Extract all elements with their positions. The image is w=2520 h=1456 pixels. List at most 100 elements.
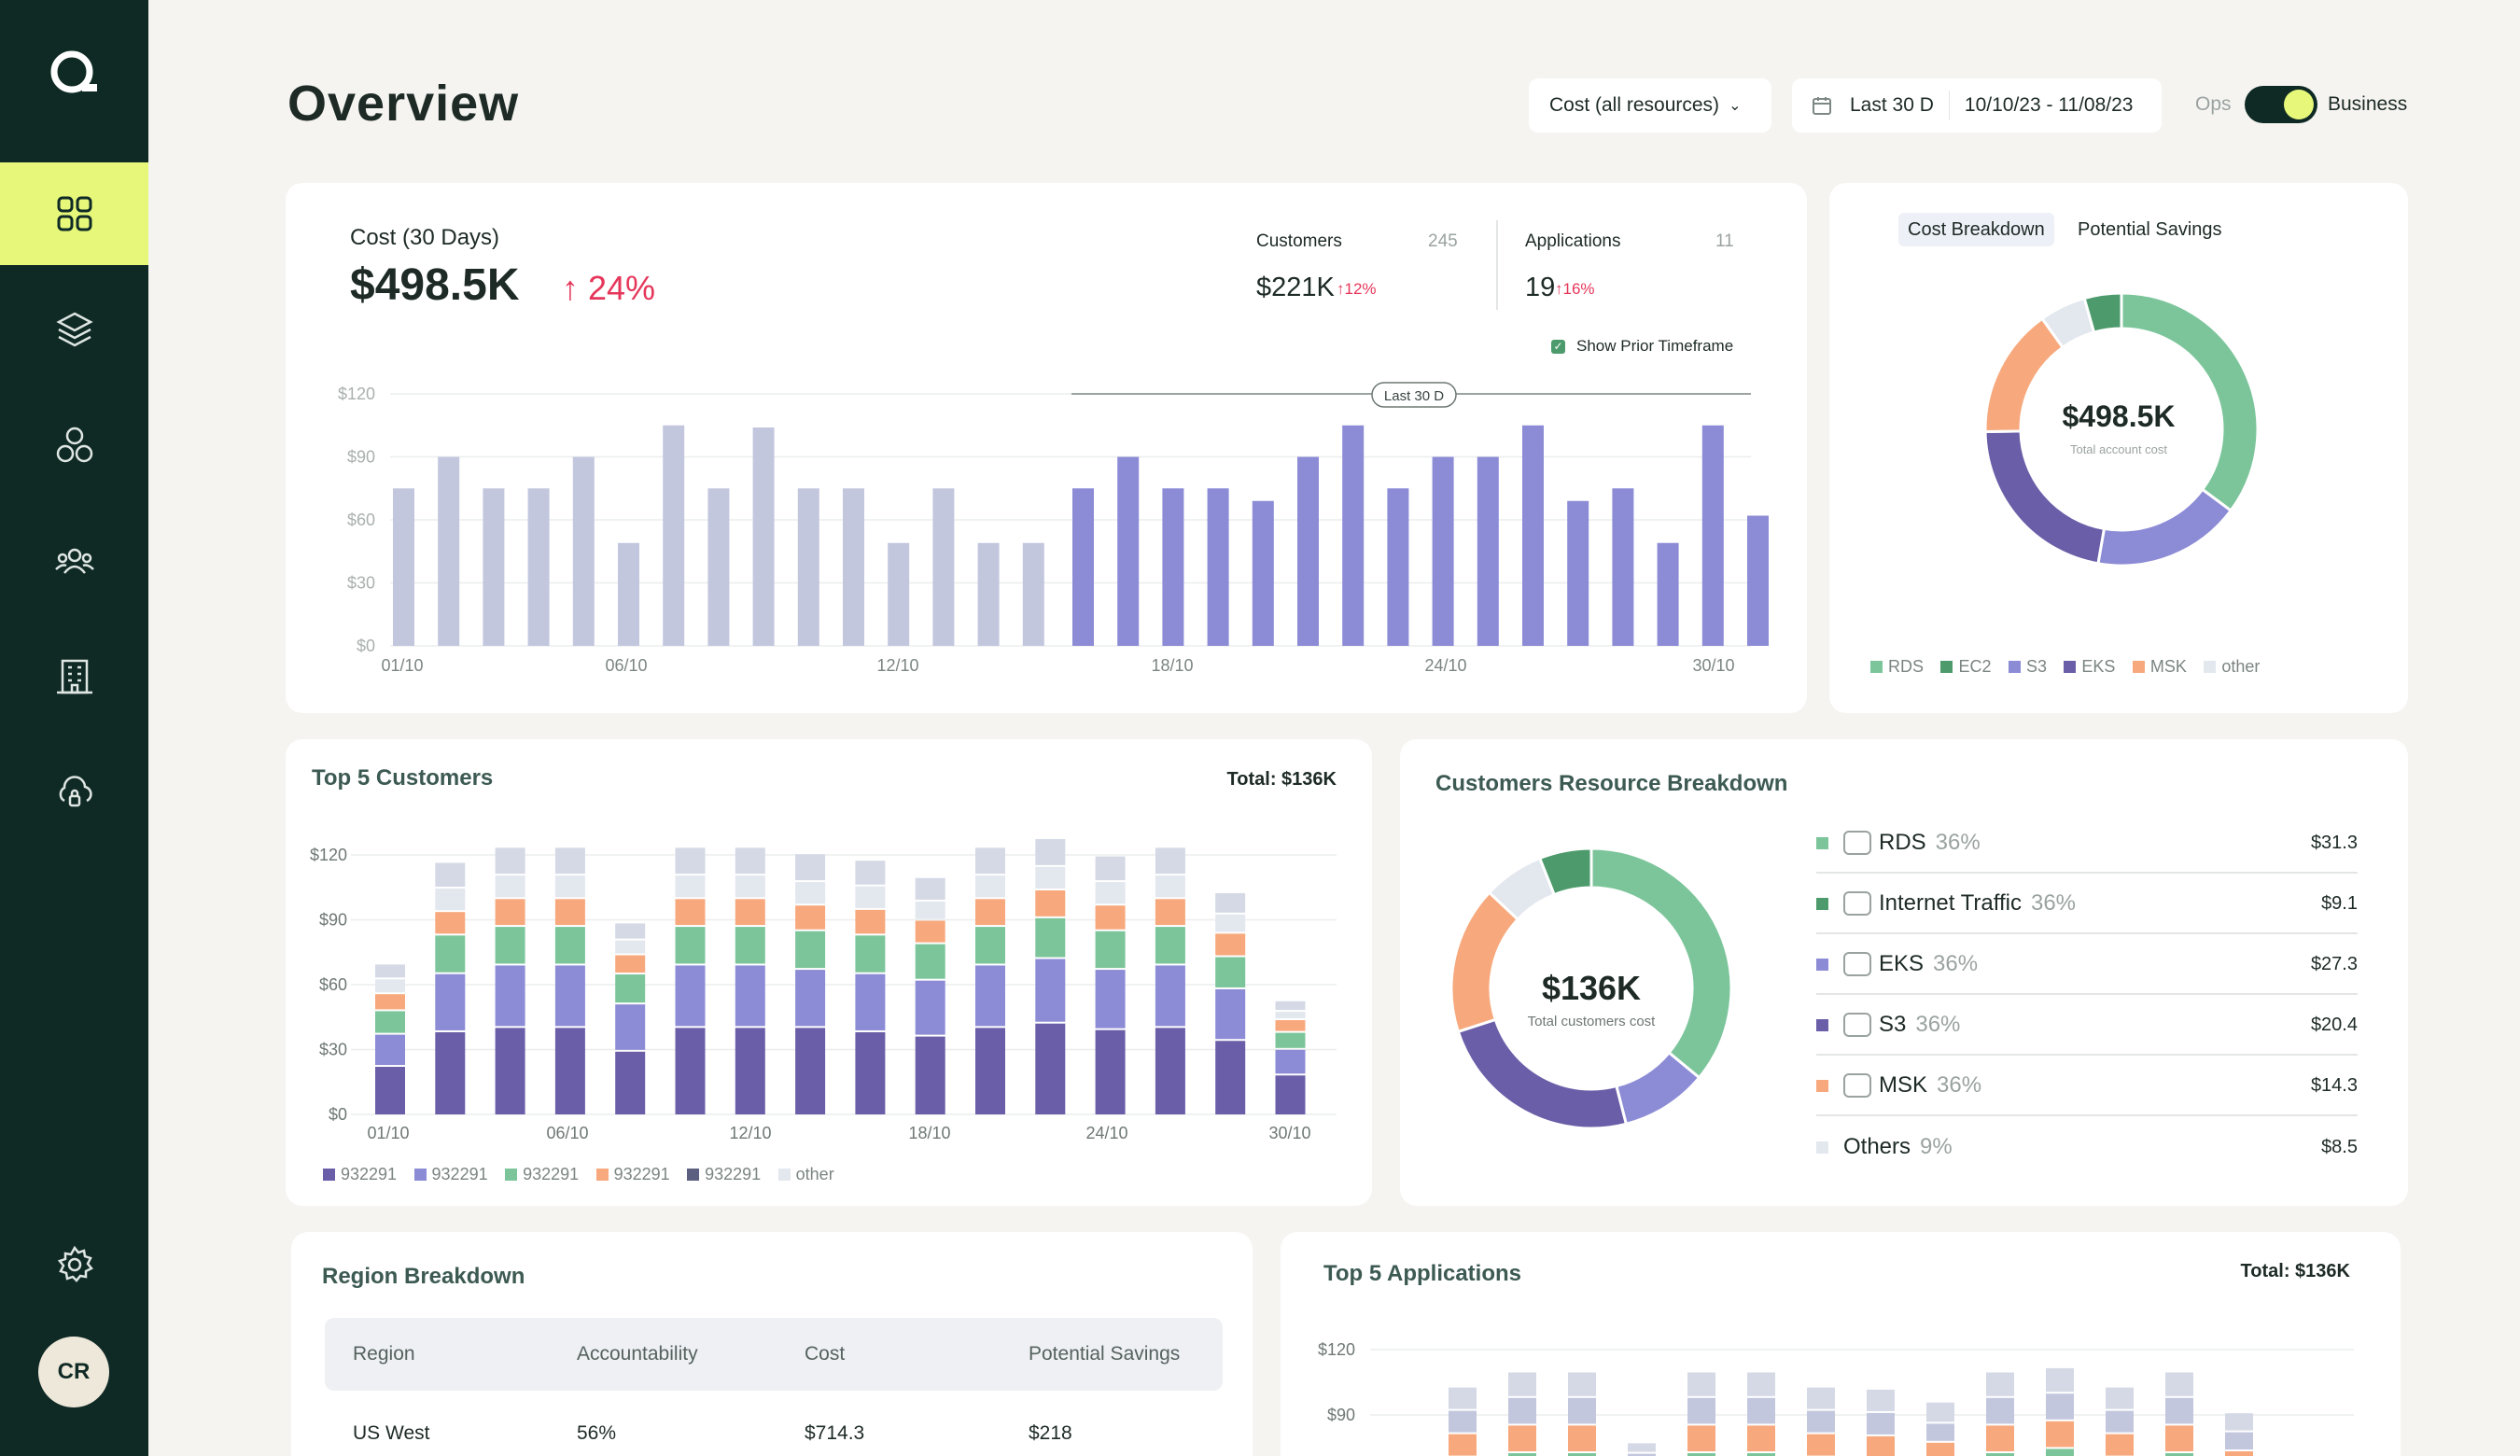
donut-value: $498.5K (2062, 399, 2176, 433)
gear-icon (57, 1245, 93, 1282)
bar-segment (1035, 866, 1066, 889)
resource-pct: 36% (1937, 1072, 1982, 1098)
grid-icon (57, 196, 91, 231)
bar-segment (1035, 839, 1066, 865)
legend-item: 932291 (595, 1165, 670, 1184)
bar-prior (977, 542, 1000, 646)
cost-bar-chart: $0 $30 $60 $90 $120 Last 30 D 01/10 06/10 12/10 1… (338, 382, 1769, 675)
resource-row[interactable]: EKS 36% $27.3 (1816, 935, 2358, 995)
bar-segment (735, 927, 765, 964)
bar-segment (1095, 905, 1126, 930)
bar-prior (707, 488, 730, 646)
donut-sub: Total account cost (2069, 442, 2168, 456)
table-row[interactable]: US West 56% $714.3 $218 (325, 1406, 1223, 1456)
sidebar-item-cloud[interactable] (0, 741, 148, 844)
x-tick-label: 24/10 (1424, 656, 1466, 675)
bar-segment (735, 847, 765, 875)
bar-segment (615, 1004, 646, 1050)
resource-pct: 36% (2030, 890, 2077, 916)
bar-segment (1275, 1001, 1306, 1011)
resource-row[interactable]: Internet Traffic 36% $9.1 (1816, 875, 2358, 934)
bar-segment (1449, 1434, 1477, 1456)
bar-prior (618, 542, 639, 646)
col-cost: Cost (805, 1343, 846, 1365)
bar-segment (795, 854, 826, 881)
bar-segment (915, 920, 945, 943)
bar-segment (1035, 917, 1066, 958)
sidebar-item-resources[interactable] (0, 394, 148, 497)
bar-segment (735, 875, 765, 898)
customers-legend: 932291 932291 932291 932291 932291 other (323, 1165, 847, 1185)
sidebar-item-layers[interactable] (0, 278, 148, 381)
bar-segment (1747, 1372, 1775, 1396)
bar-segment (2046, 1367, 2074, 1393)
bar-prior (663, 425, 685, 646)
resource-name: Internet Traffic (1879, 890, 2022, 916)
bar-segment (915, 1036, 945, 1114)
bar-segment (1155, 899, 1185, 926)
y-tick-label: $120 (338, 385, 375, 403)
resource-row[interactable]: S3 36% $20.4 (1816, 996, 2358, 1056)
tab-potential-savings[interactable]: Potential Savings (2078, 219, 2222, 240)
show-prior-checkbox[interactable]: ✓ Show Prior Timeframe (1551, 337, 1733, 356)
region-title: Region Breakdown (322, 1264, 525, 1289)
bar-segment (1215, 988, 1246, 1040)
bar-prior (483, 488, 505, 646)
y-tick-label: $0 (329, 1105, 347, 1124)
resource-name: MSK (1879, 1072, 1928, 1098)
bar-segment (675, 899, 706, 926)
resource-value: $31.3 (2310, 832, 2358, 853)
bar-segment (1095, 970, 1126, 1029)
resource-value: $14.3 (2310, 1074, 2358, 1096)
sidebar-item-buildings[interactable] (0, 625, 148, 728)
bar-segment (1155, 927, 1185, 964)
legend-item: EKS (2064, 657, 2115, 677)
bar-segment (375, 1011, 405, 1033)
resource-row[interactable]: Others 9% $8.5 (1816, 1117, 2358, 1177)
bar-segment (2106, 1387, 2134, 1409)
avatar[interactable]: CR (38, 1337, 109, 1407)
bar-segment (2046, 1449, 2074, 1456)
legend-item: S3 (2008, 657, 2047, 677)
resource-row[interactable]: MSK 36% $14.3 (1816, 1057, 2358, 1116)
legend-item: EC2 (1940, 657, 1991, 677)
mode-toggle[interactable] (2245, 86, 2317, 123)
resource-name: RDS (1879, 830, 1926, 855)
bar-segment (1155, 1028, 1185, 1114)
bar-segment (855, 886, 886, 908)
bar-segment (2046, 1421, 2074, 1448)
x-tick-label: 18/10 (908, 1124, 950, 1142)
legend-item: 932291 (505, 1165, 579, 1184)
bar-segment (554, 875, 585, 898)
bar-segment (735, 965, 765, 1027)
resource-icon (1843, 891, 1871, 916)
bar-segment (1747, 1397, 1775, 1424)
bar-current (1342, 425, 1365, 646)
resource-row[interactable]: RDS 36% $31.3 (1816, 814, 2358, 874)
customers-change: ↑12% (1337, 280, 1377, 298)
bar-segment (1155, 847, 1185, 875)
tab-cost-breakdown[interactable]: Cost Breakdown (1898, 213, 2054, 246)
bar-segment (615, 923, 646, 939)
bar-segment (1986, 1372, 2014, 1396)
bar-segment (855, 973, 886, 1030)
bar-segment (1275, 1049, 1306, 1074)
resource-select[interactable]: Cost (all resources) ⌄ (1529, 78, 1771, 133)
sidebar-item-overview[interactable] (0, 162, 148, 265)
bar-segment (435, 912, 466, 934)
date-range-picker[interactable]: Last 30 D 10/10/23 - 11/08/23 (1792, 78, 2162, 133)
customers-icon (54, 548, 94, 574)
y-tick-label: $60 (319, 975, 347, 994)
bar-segment (495, 965, 525, 1027)
resource-name: EKS (1879, 951, 1925, 976)
bar-current (1522, 425, 1544, 646)
bar-segment (2165, 1372, 2193, 1396)
sidebar: CR (0, 0, 148, 1456)
bar-segment (1568, 1453, 1596, 1456)
bar-segment (675, 927, 706, 964)
sidebar-item-customers[interactable] (0, 510, 148, 612)
resource-pct: 36% (1935, 830, 1981, 855)
settings-button[interactable] (0, 1213, 148, 1316)
bar-segment (1807, 1434, 1835, 1456)
x-tick-label: 06/10 (546, 1124, 588, 1142)
